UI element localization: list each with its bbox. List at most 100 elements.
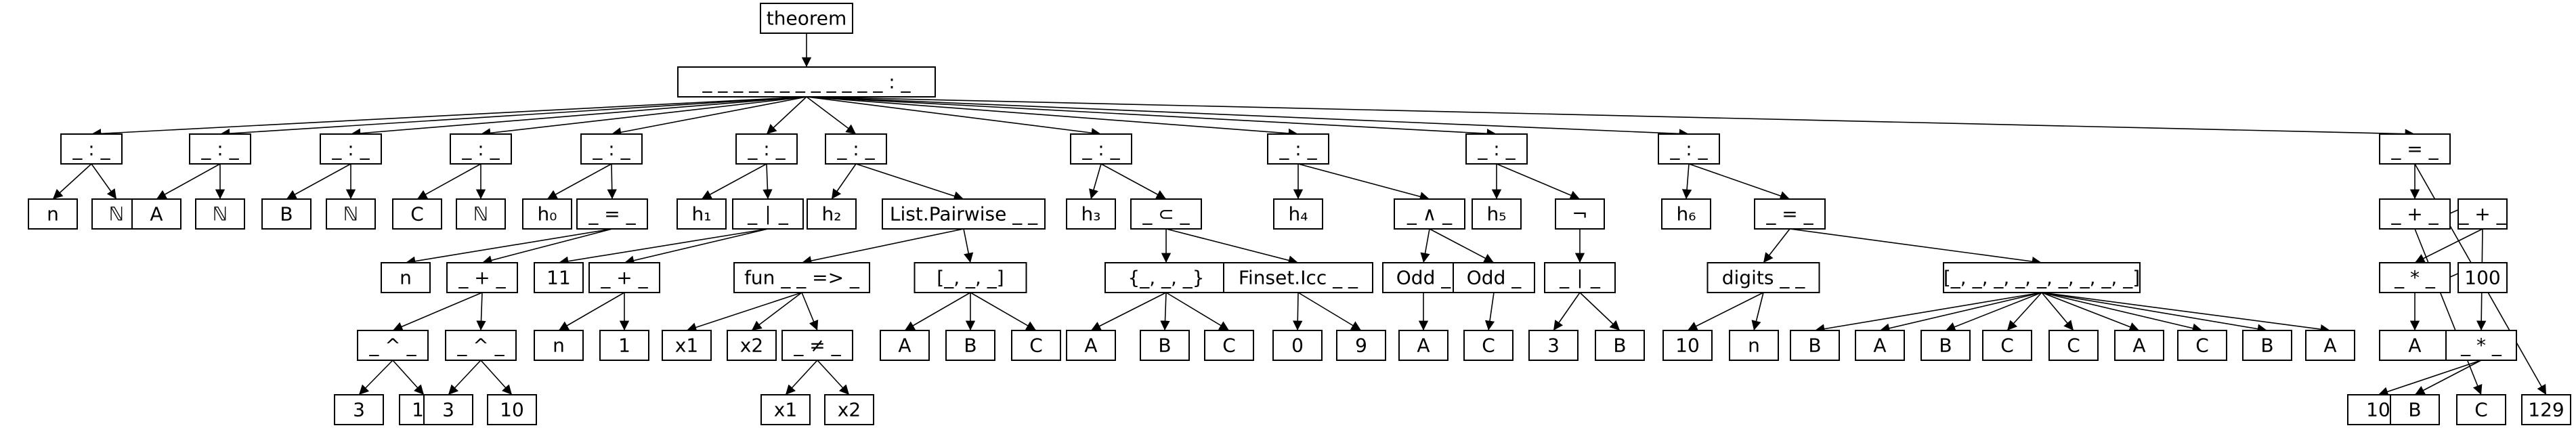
node-label: _ : _ (331, 138, 370, 160)
node-box (189, 133, 251, 165)
node-pow: _ ^ _ (445, 330, 517, 361)
node-x2: x2 (727, 330, 777, 361)
node-box (1453, 262, 1535, 293)
tree-edge (806, 96, 1690, 139)
node-x1: x1 (662, 330, 712, 361)
node-b: B (1790, 330, 1840, 361)
node-box (456, 198, 506, 230)
tree-edge (2041, 292, 2140, 332)
node-c: C (1463, 330, 1514, 361)
node-box (1706, 262, 1820, 293)
node-box (1398, 330, 1448, 361)
node-box (588, 262, 660, 293)
node-h-2: h₂ (807, 198, 857, 230)
node-label: x1 (774, 399, 797, 421)
node-label: 3 (1547, 335, 1560, 357)
node-box (735, 133, 798, 165)
node-label: h₅ (1487, 203, 1507, 225)
node-10: 10 (487, 394, 537, 425)
node-label: 3 (442, 399, 454, 421)
tree-edge (1789, 228, 2042, 267)
tree-edge (1100, 163, 1167, 200)
tree-edge (2378, 360, 2482, 397)
node-box (131, 198, 181, 230)
tree-edge (52, 163, 92, 200)
node-box (1544, 262, 1616, 293)
tree-edge (476, 292, 486, 331)
tree-edge (2041, 292, 2074, 331)
node-box (2390, 394, 2440, 425)
tree-edge (963, 228, 974, 263)
node-box (534, 262, 584, 293)
node-label: ¬ (1572, 203, 1587, 225)
node-label: _ + _ (458, 267, 506, 289)
node-label: _ : _ (1477, 138, 1516, 160)
node-label: B (1158, 335, 1171, 357)
tree-edge (546, 163, 612, 200)
node-box (825, 133, 887, 165)
node-c: C (1204, 330, 1254, 361)
node-box (195, 198, 245, 230)
tree-edge (2414, 228, 2483, 395)
node-box (1943, 262, 2141, 293)
node-label: theorem (767, 7, 846, 30)
tree-edge (701, 163, 767, 200)
tree-edge (1429, 228, 1495, 263)
node-3: 3 (423, 394, 473, 425)
tree-edge (480, 360, 513, 395)
node-b: B (1595, 330, 1645, 361)
node-b: B (945, 330, 995, 361)
node-11: 11 (534, 262, 584, 293)
node-label: _ + _ (2458, 203, 2506, 225)
tree-edge (1297, 292, 1362, 331)
node-box (807, 198, 857, 230)
node-label: A (1417, 335, 1430, 357)
node-label: 11 (546, 267, 571, 289)
node-b: B (2242, 330, 2292, 361)
node-eq: _ = _ (576, 198, 648, 230)
node-label: _ + _ (600, 267, 648, 289)
tree-edge (91, 163, 117, 200)
tree-edge (751, 292, 802, 331)
node-colon: _ : _ (580, 133, 643, 165)
tree-edge (817, 360, 850, 395)
node-a: A (2379, 330, 2451, 361)
node-label: C (2000, 335, 2014, 357)
node-box (2456, 394, 2506, 425)
node-colon: _ : _ (1465, 133, 1528, 165)
tree-edge (1751, 292, 1764, 331)
tree-edge (91, 96, 807, 139)
node-box (662, 330, 712, 361)
node-box (1104, 262, 1228, 293)
tree-edge (2414, 360, 2482, 395)
node-box (1658, 133, 1720, 165)
node-box (1066, 330, 1116, 361)
node-a: A (880, 330, 930, 361)
node-box (522, 198, 572, 230)
node-b: B (1140, 330, 1190, 361)
node-eq: _ = _ (1754, 198, 1826, 230)
node-label: A (150, 203, 163, 225)
tree-edge (1763, 228, 1790, 263)
node-label: _ ∧ _ (1407, 203, 1453, 225)
tree-edge (1293, 292, 1303, 331)
node-label: fun _ _ => _ (744, 267, 860, 289)
tree-edge (2414, 228, 2483, 263)
node-label: 129 (2528, 399, 2564, 421)
node-label: _ : _ (1669, 138, 1708, 160)
node-label: _ + _ (2390, 203, 2439, 225)
node-a: A (2305, 330, 2355, 361)
node-box (2177, 330, 2227, 361)
node-label: _ = _ (1765, 203, 1813, 225)
node-box (1661, 198, 1711, 230)
node-box (487, 394, 537, 425)
node-label: A (2323, 335, 2336, 357)
node-label: ℕ (343, 203, 358, 225)
node-neq: _ ≠ _ (781, 330, 853, 361)
node-label: _ * _ (2394, 267, 2436, 289)
node-label: n (47, 203, 59, 225)
node-label: C (2195, 335, 2209, 357)
node-label: _ : _ (836, 138, 875, 160)
node-label: _ : _ (747, 138, 786, 160)
node-pow: _ ^ _ (357, 330, 429, 361)
